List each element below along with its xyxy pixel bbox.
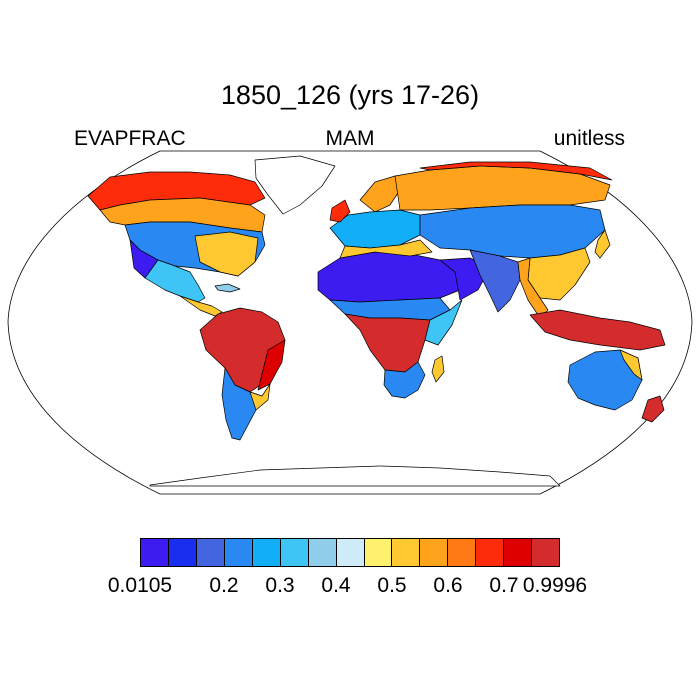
colorbar-label-0-2: 0.2	[209, 574, 239, 597]
colorbar-swatch-15	[532, 539, 560, 566]
south-america-east	[257, 339, 286, 391]
north-america-east	[194, 231, 259, 277]
new-zealand	[641, 395, 665, 423]
colorbar-swatch-13	[476, 539, 505, 566]
units-label: unitless	[553, 127, 625, 150]
colorbar-swatch-4	[224, 539, 253, 566]
maritime-continent	[529, 309, 666, 351]
europe-mediterranean	[339, 239, 433, 259]
colorbar-swatch-12	[448, 539, 477, 566]
colorbar-label-0-6: 0.6	[433, 574, 463, 597]
season-label: MAM	[325, 127, 375, 150]
colorbar	[140, 538, 560, 567]
colorbar-swatch-10	[392, 539, 421, 566]
southern-africa	[383, 361, 426, 399]
antarctica	[149, 465, 561, 487]
colorbar-label-max: 0.9996	[522, 574, 588, 597]
australia	[567, 349, 643, 411]
south-asia	[469, 249, 521, 313]
colorbar-label-min: 0.0105	[107, 574, 173, 597]
south-america-southeast	[249, 383, 271, 411]
caribbean-islands	[214, 283, 241, 293]
variable-label: EVAPFRAC	[74, 127, 186, 150]
colorbar-swatch-11	[420, 539, 449, 566]
colorbar-label-0-7: 0.7	[489, 574, 519, 597]
colorbar-swatch-1	[141, 539, 169, 566]
colorbar-swatch-3	[196, 539, 225, 566]
south-america-south	[221, 367, 263, 441]
colorbar-label-0-3: 0.3	[265, 574, 295, 597]
colorbar-swatch-5	[252, 539, 281, 566]
colorbar-label-0-4: 0.4	[321, 574, 351, 597]
north-africa-sahara	[317, 251, 461, 303]
greenland	[254, 155, 336, 215]
colorbar-swatch-7	[308, 539, 337, 566]
mexico	[144, 259, 206, 303]
iceland-uk	[329, 199, 351, 223]
colorbar-swatch-2	[168, 539, 197, 566]
japan	[594, 229, 611, 259]
map-title: 1850_126 (yrs 17-26)	[220, 80, 480, 110]
central-america	[179, 295, 223, 317]
east-africa	[424, 299, 463, 346]
madagascar	[431, 355, 445, 383]
southeast-asia	[517, 257, 549, 319]
siberia-arctic	[419, 161, 613, 181]
colorbar-swatch-8	[336, 539, 365, 566]
colorbar-label-0-5: 0.5	[377, 574, 407, 597]
colorbar-swatch-14	[504, 539, 533, 566]
colorbar-swatch-9	[364, 539, 393, 566]
australia-coast	[619, 349, 643, 381]
colorbar-swatch-6	[280, 539, 309, 566]
